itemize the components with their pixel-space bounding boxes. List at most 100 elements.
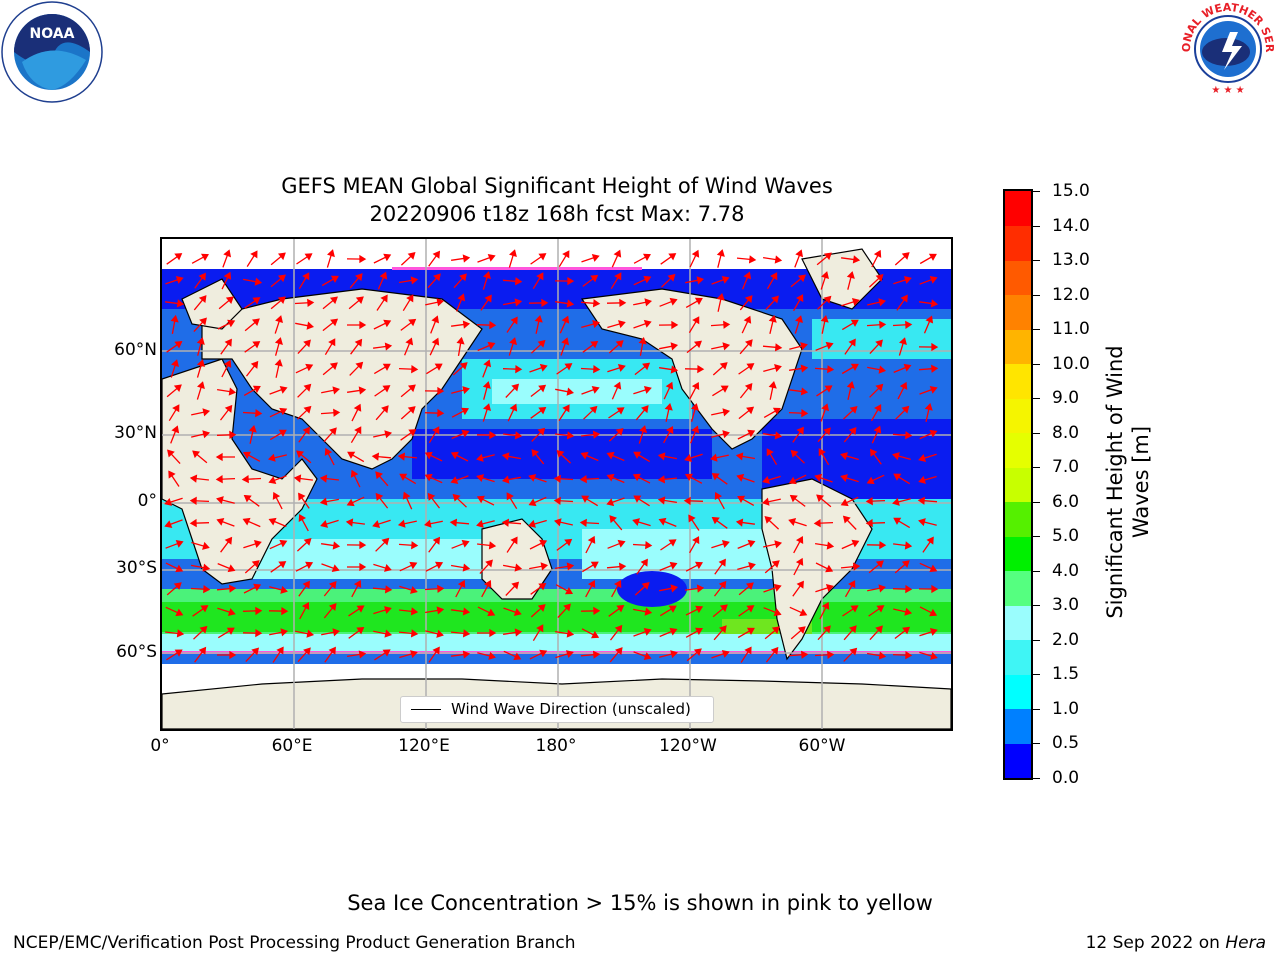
wave-direction-arrowhead — [789, 494, 798, 503]
colorbar-tick-label: 1.5 — [1052, 664, 1080, 685]
wave-direction-arrowhead — [434, 561, 444, 570]
map-panel — [160, 237, 953, 731]
colorbar-tick-label: 6.0 — [1052, 491, 1080, 512]
wave-direction-arrowhead — [483, 403, 492, 412]
wave-direction-arrowhead — [331, 564, 340, 573]
wave-direction-arrowhead — [409, 561, 418, 570]
wave-direction-arrowhead — [768, 314, 777, 323]
wave-direction-arrowhead — [615, 340, 624, 348]
wave-direction-arrowhead — [437, 386, 445, 396]
wave-direction-arrowhead — [690, 403, 699, 411]
wave-direction-arrowhead — [593, 606, 601, 616]
wave-direction-arrowhead — [553, 496, 561, 505]
wave-direction-arrowhead — [667, 273, 676, 282]
wave-direction-arrowhead — [173, 384, 182, 392]
wave-direction-arrowhead — [174, 341, 183, 349]
wave-direction-arrowhead — [917, 496, 926, 505]
wave-direction-arrowhead — [330, 275, 339, 283]
wave-direction-arrowhead — [462, 386, 470, 395]
wave-direction-arrowhead — [215, 475, 223, 484]
wave-direction-arrowhead — [274, 337, 283, 345]
wave-direction-arrowhead — [747, 539, 756, 548]
wave-direction-arrowhead — [696, 276, 705, 285]
wave-direction-arrowhead — [825, 583, 834, 592]
wave-direction-arrowhead — [918, 518, 926, 527]
wave-direction-arrowhead — [506, 492, 514, 501]
wave-direction-arrowhead — [931, 364, 939, 373]
wave-direction-arrowhead — [303, 383, 312, 392]
wave-direction-arrowhead — [328, 338, 336, 347]
wave-direction-arrowhead — [538, 384, 547, 393]
wave-direction-arrowhead — [718, 625, 727, 634]
wave-direction-arrowhead — [354, 426, 362, 435]
wave-direction-arrowhead — [736, 473, 745, 482]
wave-direction-arrowhead — [658, 517, 667, 526]
wave-direction-arrowhead — [826, 541, 835, 550]
wave-direction-arrowhead — [816, 494, 825, 503]
wave-direction-arrowhead — [743, 315, 752, 324]
wave-direction-arrowhead — [643, 652, 652, 661]
wave-direction-arrowhead — [329, 362, 338, 370]
wave-direction-arrowhead — [633, 495, 642, 503]
wave-direction-arrowhead — [591, 385, 600, 394]
wave-direction-arrowhead — [355, 273, 363, 282]
wave-direction-arrowhead — [642, 253, 651, 262]
wave-direction-arrowhead — [893, 517, 902, 525]
wave-direction-arrowhead — [878, 298, 887, 307]
wave-direction-arrowhead — [566, 562, 575, 571]
wave-direction-arrowhead — [241, 475, 249, 484]
wave-direction-arrowhead — [242, 517, 251, 526]
wave-direction-arrowhead — [324, 447, 333, 456]
wave-direction-arrowhead — [250, 250, 258, 259]
wave-direction-arrowhead — [711, 516, 720, 525]
wave-direction-arrowhead — [900, 294, 908, 303]
wave-direction-arrowhead — [452, 493, 461, 502]
wave-direction-arrowhead — [875, 383, 884, 392]
wave-direction-arrowhead — [402, 491, 411, 500]
colorbar-tick-mark — [1033, 536, 1040, 538]
wave-direction-arrowhead — [720, 385, 729, 393]
wave-direction-arrowhead — [476, 474, 485, 482]
wave-direction-arrowhead — [901, 405, 910, 414]
wave-direction-arrowhead — [411, 541, 419, 550]
wave-direction-arrowhead — [873, 425, 882, 434]
wave-direction-arrowhead — [384, 606, 392, 614]
wave-direction-arrowhead — [528, 519, 536, 528]
wave-direction-arrowhead — [693, 340, 702, 349]
wave-direction-arrowhead — [462, 563, 471, 572]
wave-direction-arrowhead — [382, 385, 391, 393]
wave-direction-arrowhead — [746, 605, 755, 613]
wave-direction-arrowhead — [278, 561, 287, 569]
wave-direction-arrowhead — [846, 380, 855, 389]
colorbar-tick-label: 0.0 — [1052, 768, 1080, 788]
wave-direction-arrowhead — [606, 451, 615, 460]
graticule — [162, 239, 951, 729]
wave-direction-arrowhead — [901, 252, 910, 260]
wave-direction-arrowhead — [537, 427, 546, 436]
wave-direction-arrowhead — [173, 582, 182, 590]
wave-direction-arrowhead — [483, 359, 492, 368]
wave-direction-arrowhead — [306, 321, 315, 330]
wave-direction-arrowhead — [359, 562, 367, 572]
wave-direction-arrowhead — [427, 492, 436, 501]
wave-direction-arrowhead — [929, 564, 938, 573]
wave-direction-arrowhead — [925, 315, 934, 324]
wave-direction-arrowhead — [902, 626, 911, 635]
wave-direction-arrowhead — [929, 429, 938, 438]
wave-direction-arrowhead — [684, 473, 694, 482]
chart-title: GEFS MEAN Global Significant Height of W… — [281, 174, 833, 198]
wave-direction-arrowhead — [528, 474, 537, 482]
wave-direction-arrowhead — [432, 536, 441, 545]
wave-direction-arrowhead — [476, 519, 484, 528]
wave-direction-arrowhead — [272, 491, 281, 500]
wave-direction-arrowhead — [823, 625, 831, 634]
wave-direction-arrowhead — [462, 650, 471, 659]
wave-direction-arrowhead — [460, 407, 470, 416]
wave-direction-arrowhead — [664, 402, 673, 411]
wave-direction-arrowhead — [848, 580, 856, 589]
wave-direction-arrowhead — [436, 298, 445, 307]
wave-direction-arrowhead — [432, 426, 440, 435]
wave-direction-arrowhead — [200, 253, 209, 262]
wave-direction-arrowhead — [645, 541, 653, 550]
wave-direction-arrowhead — [227, 319, 236, 328]
